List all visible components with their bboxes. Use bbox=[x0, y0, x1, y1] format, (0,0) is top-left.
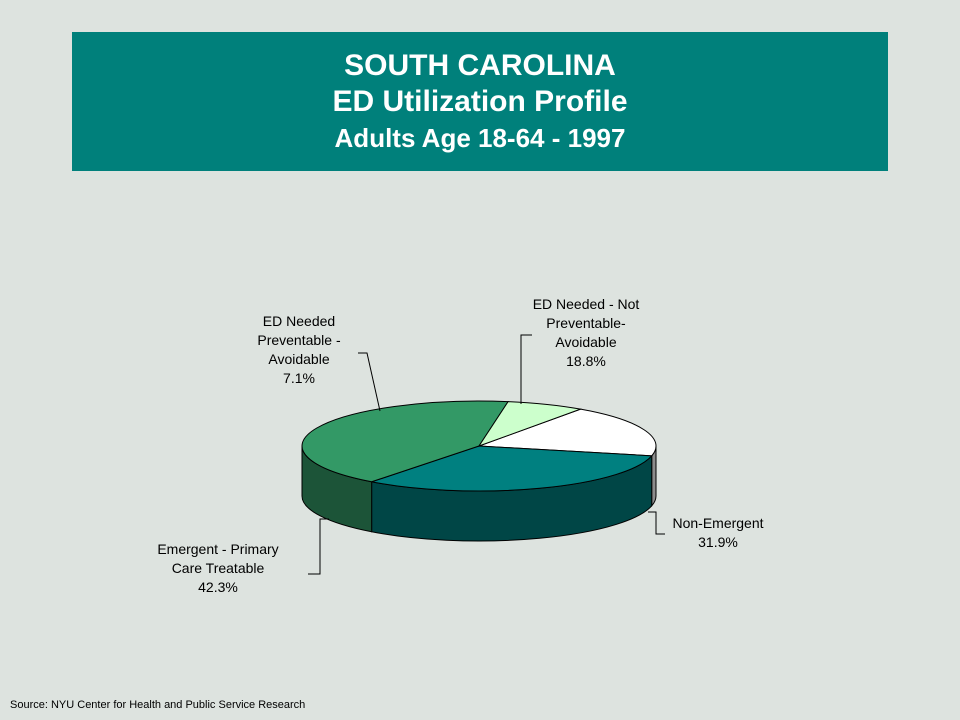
source-note: Source: NYU Center for Health and Public… bbox=[10, 699, 306, 711]
pie-slice bbox=[478, 408, 657, 457]
title-line-3: Adults Age 18-64 - 1997 bbox=[334, 122, 626, 153]
pie-slice bbox=[301, 400, 510, 483]
leader-line bbox=[520, 334, 532, 404]
slice-value-label: 7.1% bbox=[283, 370, 315, 386]
slice-label: ED Needed - Not Preventable- Avoidable 18.8… bbox=[533, 296, 640, 369]
slice-label: ED Needed Preventable - Avoidable 7.1% bbox=[257, 313, 341, 386]
pie-slice bbox=[369, 445, 653, 492]
leader-line bbox=[358, 352, 381, 412]
title-banner: SOUTH CAROLINA ED Utilization Profile Ad… bbox=[72, 32, 888, 171]
leader-line bbox=[308, 518, 329, 575]
slice-name-line: Non-Emergent bbox=[672, 515, 763, 531]
slice-label: Emergent - Primary Care Treatable 42.3% bbox=[157, 541, 278, 595]
slice-name-line: Care Treatable bbox=[172, 560, 265, 576]
pie-slice bbox=[477, 401, 583, 447]
slice-name-line: Avoidable bbox=[555, 334, 616, 350]
slice-value-label: 42.3% bbox=[198, 579, 238, 595]
slice-name-line: Preventable- bbox=[546, 315, 626, 331]
leader-line bbox=[648, 511, 665, 535]
slice-name-line: Preventable - bbox=[257, 332, 341, 348]
slice-name-line: Avoidable bbox=[268, 351, 329, 367]
title-line-1: SOUTH CAROLINA bbox=[344, 48, 616, 82]
slice-name-line: Emergent - Primary bbox=[157, 541, 278, 557]
slice-label: Non-Emergent 31.9% bbox=[672, 515, 763, 550]
slice-value-label: 18.8% bbox=[566, 353, 606, 369]
slice-value-label: 31.9% bbox=[698, 534, 738, 550]
slice-name-line: ED Needed - Not bbox=[533, 296, 640, 312]
slice-name-line: ED Needed bbox=[263, 313, 335, 329]
title-line-2: ED Utilization Profile bbox=[332, 84, 628, 118]
